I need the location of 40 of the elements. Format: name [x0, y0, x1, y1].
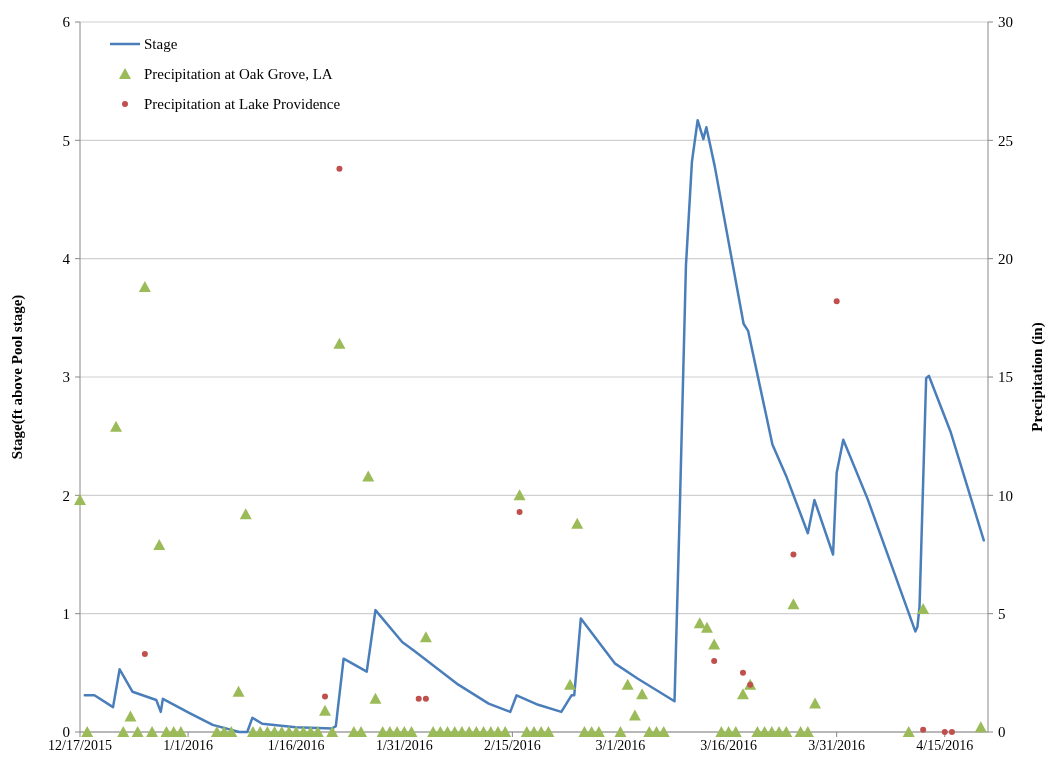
- y2-axis-title: Precipitation (in): [1029, 322, 1046, 432]
- x-tick-label: 3/31/2016: [808, 738, 866, 753]
- y-tick-label: 1: [62, 605, 70, 622]
- y2-tick-label: 10: [998, 487, 1013, 504]
- point: [739, 669, 746, 676]
- y-tick-label: 4: [62, 250, 71, 267]
- x-tick-label: 4/15/2016: [916, 738, 974, 753]
- y2-tick-label: 20: [998, 250, 1013, 267]
- x-tick-label: 1/31/2016: [375, 738, 433, 753]
- point: [711, 658, 718, 664]
- point: [415, 695, 422, 702]
- legend-label: Precipitation at Lake Providence: [144, 96, 341, 113]
- point: [422, 695, 429, 702]
- point: [336, 165, 343, 172]
- y2-tick-label: 15: [998, 369, 1013, 386]
- point: [833, 298, 840, 305]
- y2-tick-label: 30: [998, 14, 1013, 31]
- point: [322, 693, 329, 700]
- x-tick-label: 1/16/2016: [267, 738, 325, 753]
- x-tick-label: 1/1/2016: [163, 738, 213, 753]
- point: [790, 551, 797, 558]
- y-tick-label: 3: [62, 369, 70, 386]
- y-tick-label: 0: [62, 724, 70, 741]
- x-tick-label: 3/16/2016: [700, 738, 757, 753]
- point: [920, 726, 927, 733]
- point: [141, 650, 148, 657]
- legend-label: Stage: [144, 36, 178, 53]
- x-tick-label: 3/1/2016: [595, 738, 646, 753]
- point: [516, 508, 523, 515]
- y-tick-label: 5: [62, 132, 70, 149]
- y-tick-label: 6: [62, 14, 71, 31]
- y2-tick-label: 5: [998, 605, 1006, 622]
- point: [948, 729, 955, 735]
- x-tick-label: 12/17/2015: [48, 738, 112, 753]
- y2-tick-label: 25: [998, 132, 1013, 149]
- x-tick-label: 2/15/2016: [483, 738, 541, 753]
- y-tick-label: 2: [62, 487, 70, 504]
- y2-tick-label: 0: [998, 724, 1006, 741]
- legend-label: Precipitation at Oak Grove, LA: [144, 66, 333, 83]
- y-axis-title: Stage(ft above Pool stage): [9, 294, 26, 460]
